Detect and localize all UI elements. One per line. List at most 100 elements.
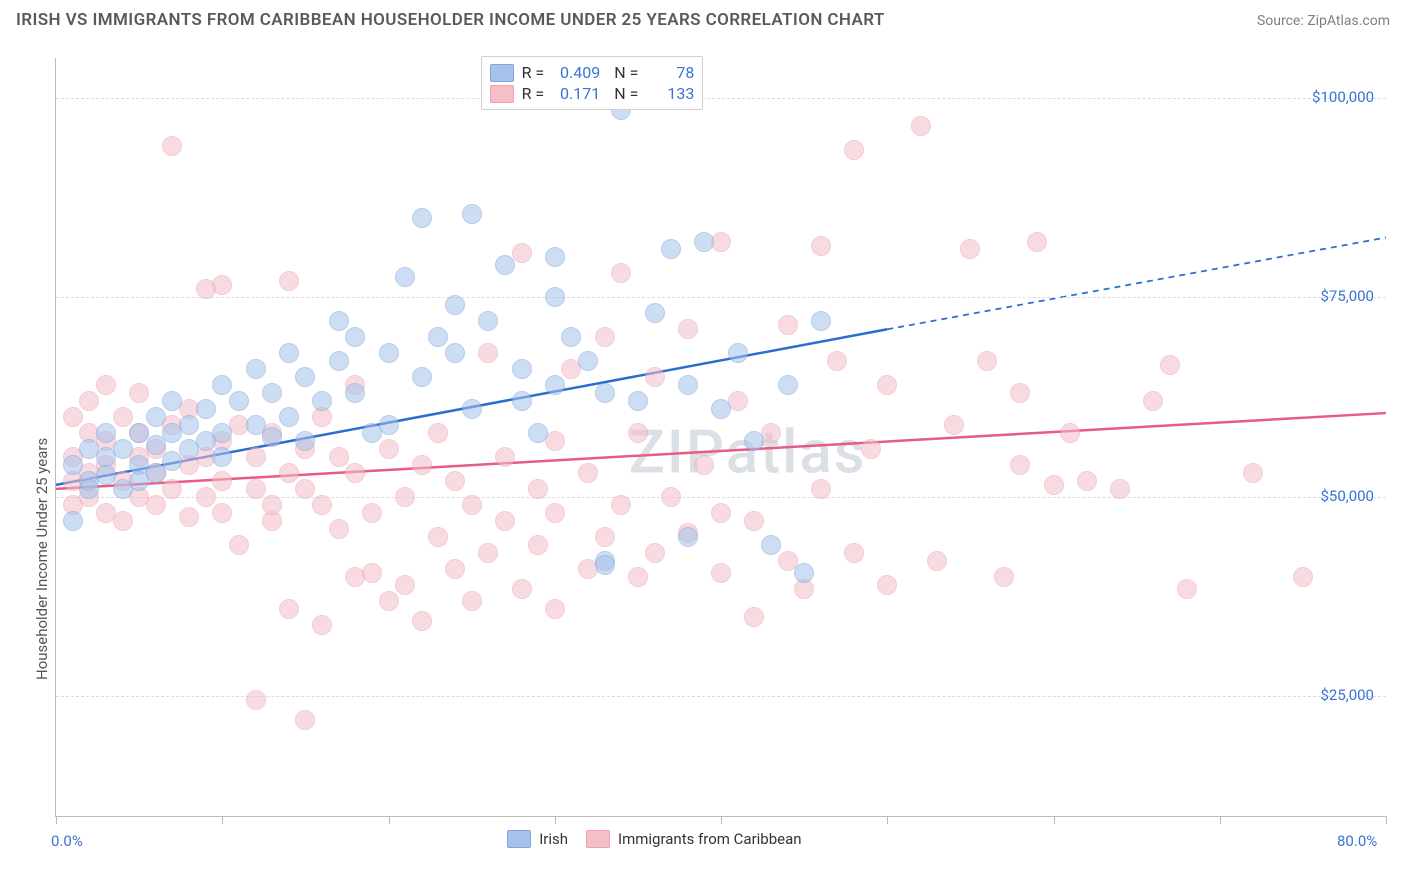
x-tick [56, 816, 57, 824]
data-point [329, 351, 349, 371]
legend-stat-label: R = [522, 63, 545, 82]
data-point [379, 439, 399, 459]
data-point [1077, 471, 1097, 491]
data-point [312, 615, 332, 635]
data-point [844, 543, 864, 563]
data-point [861, 439, 881, 459]
data-point [445, 343, 465, 363]
data-point [262, 427, 282, 447]
data-point [545, 503, 565, 523]
data-point [412, 455, 432, 475]
data-point [1027, 232, 1047, 252]
legend-item: Irish [507, 830, 568, 848]
data-point [994, 567, 1014, 587]
data-point [645, 367, 665, 387]
data-point [960, 239, 980, 259]
data-point [595, 527, 615, 547]
data-point [794, 563, 814, 583]
data-point [196, 399, 216, 419]
legend-swatch [490, 64, 514, 82]
data-point [678, 375, 698, 395]
data-point [262, 495, 282, 515]
legend-bottom: Irish Immigrants from Caribbean [507, 830, 801, 848]
legend-item-label: Immigrants from Caribbean [618, 830, 802, 848]
data-point [345, 383, 365, 403]
x-axis-max-label: 80.0% [1337, 832, 1377, 850]
gridline-h [56, 98, 1386, 99]
data-point [711, 503, 731, 523]
y-tick-label: $25,000 [1320, 686, 1374, 704]
data-point [678, 319, 698, 339]
data-point [478, 543, 498, 563]
data-point [279, 599, 299, 619]
x-tick [222, 816, 223, 824]
data-point [63, 511, 83, 531]
data-point [462, 399, 482, 419]
data-point [462, 495, 482, 515]
data-point [113, 511, 133, 531]
data-point [512, 391, 532, 411]
data-point [528, 535, 548, 555]
x-tick [721, 816, 722, 824]
data-point [1044, 475, 1064, 495]
data-point [212, 375, 232, 395]
data-point [711, 563, 731, 583]
legend-stats-box: R =0.409N =78R =0.171N =133 [481, 56, 704, 110]
data-point [1243, 463, 1263, 483]
data-point [628, 567, 648, 587]
data-point [428, 327, 448, 347]
data-point [711, 399, 731, 419]
data-point [595, 327, 615, 347]
legend-item-label: Irish [539, 830, 568, 848]
legend-r-value: 0.409 [552, 63, 600, 82]
data-point [744, 431, 764, 451]
data-point [212, 275, 232, 295]
data-point [545, 287, 565, 307]
data-point [379, 343, 399, 363]
data-point [63, 407, 83, 427]
data-point [1143, 391, 1163, 411]
data-point [179, 415, 199, 435]
data-point [1010, 383, 1030, 403]
data-point [146, 495, 166, 515]
data-point [246, 690, 266, 710]
y-axis-label: Householder Income Under 25 years [33, 437, 51, 679]
x-tick [555, 816, 556, 824]
data-point [578, 463, 598, 483]
data-point [811, 311, 831, 331]
data-point [312, 495, 332, 515]
y-tick-label: $75,000 [1320, 287, 1374, 305]
x-axis-min-label: 0.0% [51, 832, 83, 850]
data-point [595, 383, 615, 403]
data-point [162, 391, 182, 411]
legend-stat-label: R = [522, 84, 545, 103]
data-point [694, 455, 714, 475]
data-point [329, 311, 349, 331]
legend-r-value: 0.171 [552, 84, 600, 103]
data-point [611, 263, 631, 283]
data-point [229, 535, 249, 555]
data-point [295, 431, 315, 451]
data-point [578, 351, 598, 371]
data-point [345, 327, 365, 347]
data-point [229, 391, 249, 411]
data-point [362, 503, 382, 523]
data-point [246, 479, 266, 499]
data-point [412, 367, 432, 387]
data-point [329, 447, 349, 467]
data-point [1177, 579, 1197, 599]
data-point [545, 247, 565, 267]
data-point [478, 311, 498, 331]
x-tick [1386, 816, 1387, 824]
data-point [1010, 455, 1030, 475]
x-tick [389, 816, 390, 824]
data-point [395, 575, 415, 595]
data-point [761, 535, 781, 555]
data-point [428, 423, 448, 443]
data-point [611, 495, 631, 515]
data-point [379, 415, 399, 435]
data-point [395, 267, 415, 287]
x-tick [887, 816, 888, 824]
data-point [96, 375, 116, 395]
legend-swatch [490, 85, 514, 103]
